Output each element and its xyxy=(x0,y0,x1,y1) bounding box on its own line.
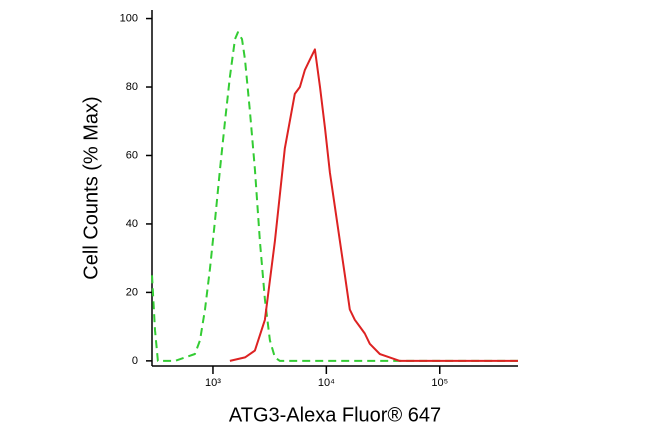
y-tick-label: 60 xyxy=(126,149,138,161)
x-axis-label: ATG3-Alexa Fluor® 647 xyxy=(229,404,441,426)
histogram-line xyxy=(229,48,518,362)
x-tick-label: 10⁴ xyxy=(318,377,335,389)
x-tick-label: 10⁵ xyxy=(431,377,448,389)
y-tick-label: 20 xyxy=(126,286,138,298)
histogram-line xyxy=(151,31,518,362)
y-axis-label: Cell Counts (% Max) xyxy=(80,96,102,279)
y-tick-label: 80 xyxy=(126,81,138,93)
y-tick-label: 100 xyxy=(120,12,138,24)
x-tick-label: 10³ xyxy=(205,377,221,389)
y-tick-label: 40 xyxy=(126,218,138,230)
y-tick-label: 0 xyxy=(132,355,138,367)
